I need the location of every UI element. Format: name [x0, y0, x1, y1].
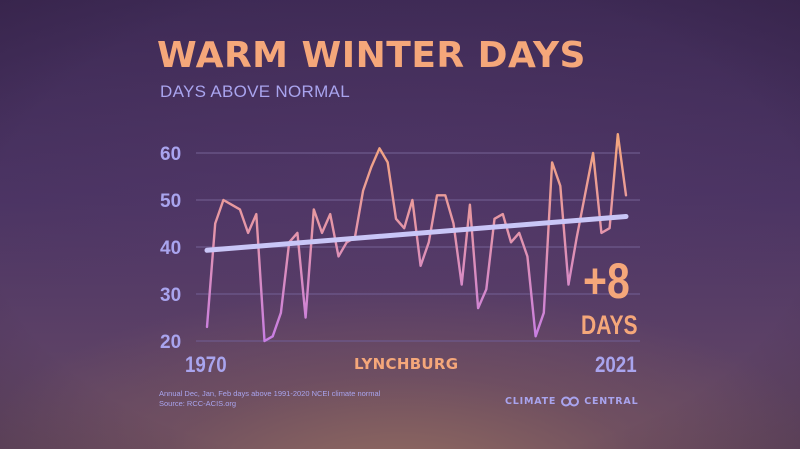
trend-change-unit: DAYS: [581, 310, 638, 340]
trend-change-value: +8: [583, 253, 630, 309]
infinity-rings-icon: [561, 396, 580, 407]
y-tick-label: 40: [160, 238, 181, 259]
x-axis-start-label: 1970: [185, 352, 227, 377]
y-axis-ticks: 20 30 40 50 60: [160, 144, 181, 353]
location-label: LYNCHBURG: [354, 355, 459, 373]
chart-subtitle: DAYS ABOVE NORMAL: [160, 82, 350, 101]
y-tick-label: 60: [160, 144, 181, 165]
x-axis-end-label: 2021: [595, 352, 637, 377]
trend-line: [204, 213, 629, 253]
footnote-source: Source: RCC-ACIS.org: [159, 399, 237, 408]
y-tick-label: 30: [160, 285, 181, 306]
chart-title: WARM WINTER DAYS: [157, 35, 586, 76]
y-tick-label: 50: [160, 191, 181, 212]
y-tick-label: 20: [160, 332, 181, 353]
logo-text-right: CENTRAL: [584, 396, 639, 407]
logo-text-left: CLIMATE: [505, 396, 557, 407]
footnote: Annual Dec, Jan, Feb days above 1991-202…: [159, 389, 380, 409]
data-line: [205, 132, 628, 343]
footnote-method: Annual Dec, Jan, Feb days above 1991-202…: [159, 389, 381, 398]
climate-central-logo: CLIMATE CENTRAL: [505, 396, 638, 407]
